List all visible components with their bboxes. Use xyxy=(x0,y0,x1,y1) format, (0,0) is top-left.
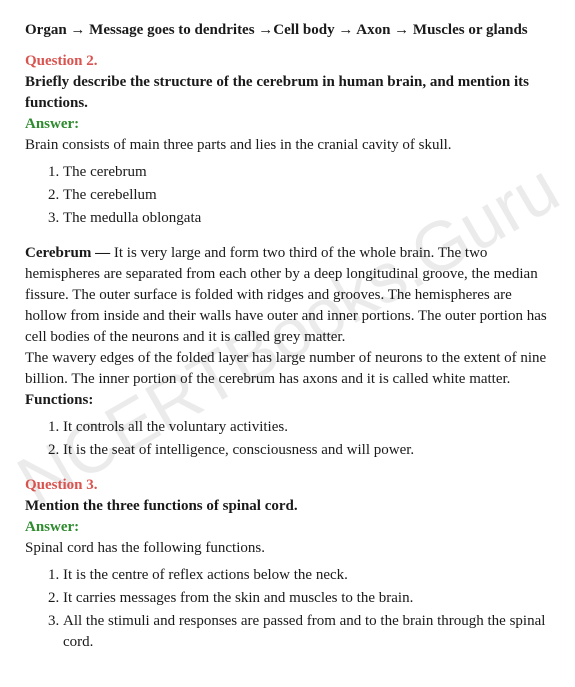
list-item: The medulla oblongata xyxy=(63,208,550,229)
question-2-intro: Brain consists of main three parts and l… xyxy=(25,137,452,153)
brain-parts-list: The cerebrum The cerebellum The medulla … xyxy=(25,162,550,229)
question-3-prompt: Mention the three functions of spinal co… xyxy=(25,498,298,514)
list-item: It controls all the voluntary activities… xyxy=(63,417,550,438)
cerebrum-label: Cerebrum — xyxy=(25,245,110,261)
question-2-answer-label: Answer: xyxy=(25,116,79,132)
document-content: Organ → Message goes to dendrites →Cell … xyxy=(25,20,550,653)
list-item: It is the seat of intelligence, consciou… xyxy=(63,440,550,461)
list-item: All the stimuli and responses are passed… xyxy=(63,611,550,653)
cerebrum-paragraph: Cerebrum — It is very large and form two… xyxy=(25,243,550,411)
spinal-cord-functions-list: It is the centre of reflex actions below… xyxy=(25,565,550,653)
question-2-label: Question 2. xyxy=(25,53,98,69)
question-3-label: Question 3. xyxy=(25,477,98,493)
cerebrum-functions-list: It controls all the voluntary activities… xyxy=(25,417,550,461)
question-3-answer-label: Answer: xyxy=(25,519,79,535)
list-item: The cerebellum xyxy=(63,185,550,206)
list-item: It is the centre of reflex actions below… xyxy=(63,565,550,586)
cerebrum-text-2: The wavery edges of the folded layer has… xyxy=(25,350,546,387)
question-2-prompt: Briefly describe the structure of the ce… xyxy=(25,74,529,111)
question-3-intro: Spinal cord has the following functions. xyxy=(25,540,265,556)
intro-path: Organ → Message goes to dendrites →Cell … xyxy=(25,20,550,41)
list-item: The cerebrum xyxy=(63,162,550,183)
functions-label: Functions: xyxy=(25,392,93,408)
list-item: It carries messages from the skin and mu… xyxy=(63,588,550,609)
